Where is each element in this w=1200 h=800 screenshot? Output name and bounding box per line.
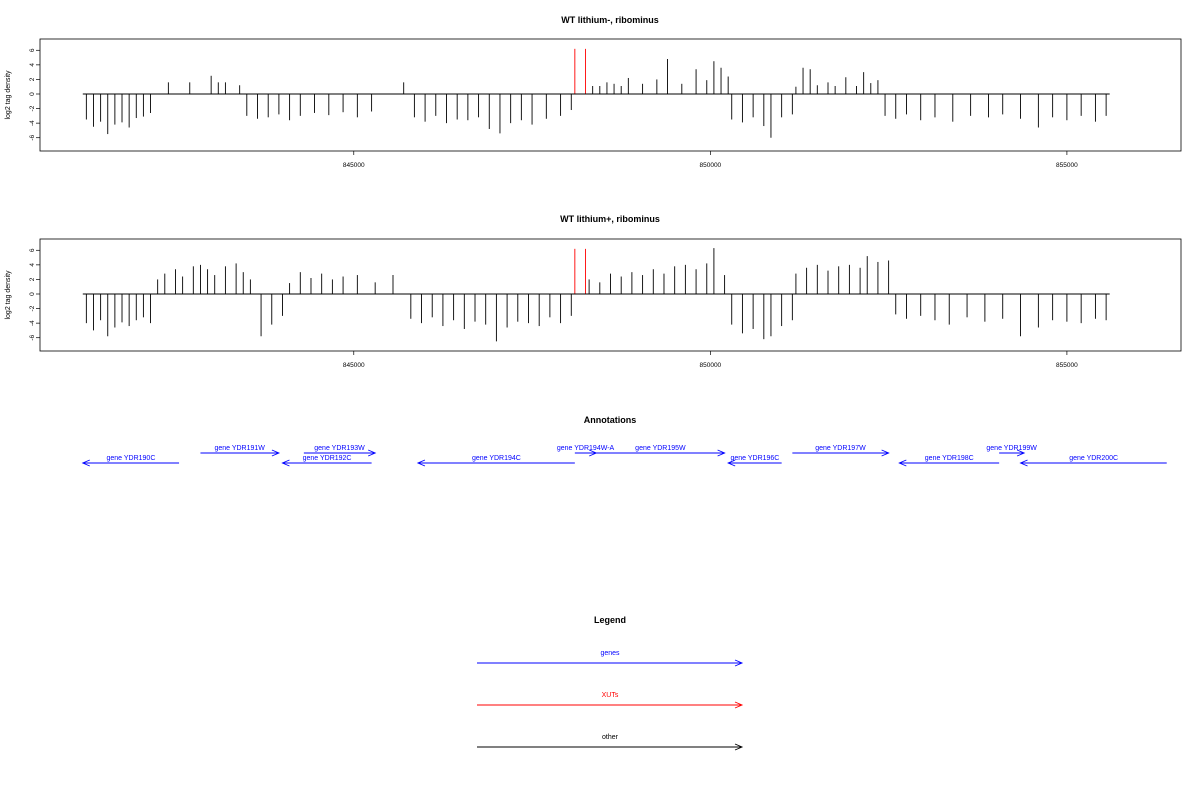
x-tick-label: 850000 xyxy=(699,362,721,369)
legend-label: other xyxy=(602,734,619,741)
plot-frame xyxy=(39,38,1182,152)
legend-item: XUTs xyxy=(477,692,744,709)
gene-label: gene YDR194C xyxy=(472,455,521,462)
gene-label: gene YDR193W xyxy=(314,445,365,452)
gene-arrow-arrowhead xyxy=(898,459,907,467)
legend-title: Legend xyxy=(594,615,626,625)
y-tick-label: -6 xyxy=(29,334,36,340)
gene-annotation: gene YDR200C xyxy=(1019,455,1167,467)
panel-title: WT lithium+, ribominus xyxy=(560,214,660,224)
gene-arrow-arrowhead xyxy=(1019,459,1028,467)
gene-annotation: gene YDR193W xyxy=(303,445,377,457)
y-axis: 6 4 2 0 -2 -4 -6 xyxy=(29,248,40,341)
legend-items: genes XUTs other xyxy=(477,650,744,751)
y-tick-label: -2 xyxy=(29,105,36,111)
y-tick-label: 0 xyxy=(29,92,36,96)
legend: Legend genes XUTs other xyxy=(477,615,744,751)
x-axis: 845000 850000 855000 xyxy=(343,151,1078,169)
y-axis-label: log2 tag density xyxy=(5,270,12,320)
gene-annotation: gene YDR196C xyxy=(727,455,782,467)
gene-label: gene YDR194W-A xyxy=(557,445,615,452)
x-tick-label: 855000 xyxy=(1056,162,1078,169)
gene-arrow-arrowhead xyxy=(881,449,890,457)
y-tick-label: 0 xyxy=(29,292,36,296)
plot-frame xyxy=(39,238,1182,352)
gene-label: gene YDR192C xyxy=(303,455,352,462)
gene-label: gene YDR197W xyxy=(815,445,866,452)
gene-annotation: gene YDR197W xyxy=(792,445,890,457)
gene-annotation: gene YDR195W xyxy=(596,445,726,457)
x-tick-label: 855000 xyxy=(1056,362,1078,369)
gene-arrow-arrowhead xyxy=(717,449,726,457)
x-tick-label: 845000 xyxy=(343,162,365,169)
legend-arrow-arrowhead xyxy=(734,659,744,667)
annotations-title: Annotations xyxy=(584,415,637,425)
gene-label: gene YDR195W xyxy=(635,445,686,452)
y-tick-label: 2 xyxy=(29,277,36,281)
density-bars xyxy=(82,248,1110,342)
gene-arrow-arrowhead xyxy=(271,449,281,457)
y-tick-label: 4 xyxy=(29,63,36,67)
gene-arrow-arrowhead xyxy=(727,459,736,467)
y-axis-label: log2 tag density xyxy=(5,70,12,120)
density-bars xyxy=(82,48,1110,138)
gene-annotation: gene YDR198C xyxy=(898,455,1000,467)
gene-arrow-arrowhead xyxy=(281,459,290,467)
gene-arrow-arrowhead xyxy=(1016,449,1026,457)
gene-arrow-arrowhead xyxy=(416,459,426,467)
legend-label: genes xyxy=(600,650,620,657)
y-tick-label: 6 xyxy=(29,48,36,52)
gene-arrow-arrowhead xyxy=(367,449,377,457)
gene-annotation: gene YDR192C xyxy=(281,455,372,467)
legend-arrow-arrowhead xyxy=(734,701,744,709)
gene-annotation: gene YDR194W-A xyxy=(557,445,615,457)
gene-label: gene YDR198C xyxy=(925,455,974,462)
gene-annotation: gene YDR199W xyxy=(986,445,1037,457)
gene-label: gene YDR191W xyxy=(214,445,265,452)
legend-item: genes xyxy=(477,650,744,667)
gene-annotation: gene YDR190C xyxy=(81,455,180,467)
gene-label: gene YDR200C xyxy=(1069,455,1118,462)
x-axis: 845000 850000 855000 xyxy=(343,351,1078,369)
gene-annotation: gene YDR191W xyxy=(200,445,281,457)
panel-title: WT lithium-, ribominus xyxy=(561,15,659,25)
gene-list: gene YDR190C gene YDR191W gene YDR192C gene… xyxy=(81,445,1167,467)
y-tick-label: 4 xyxy=(29,263,36,267)
gene-label: gene YDR199W xyxy=(986,445,1037,452)
gene-label: gene YDR196C xyxy=(730,455,779,462)
y-axis: 6 4 2 0 -2 -4 -6 xyxy=(29,48,40,141)
legend-arrow-arrowhead xyxy=(734,743,744,751)
y-tick-label: 2 xyxy=(29,77,36,81)
y-tick-label: 6 xyxy=(29,248,36,252)
gene-arrow-arrowhead xyxy=(81,459,90,467)
gene-label: gene YDR190C xyxy=(106,455,155,462)
gene-annotation: gene YDR194C xyxy=(416,455,575,467)
legend-label: XUTs xyxy=(602,692,619,699)
y-tick-label: -6 xyxy=(29,134,36,140)
legend-item: other xyxy=(477,734,744,751)
x-tick-label: 845000 xyxy=(343,362,365,369)
track-panel-lithium-plus: WT lithium+, ribominus log2 tag density … xyxy=(5,214,1182,369)
y-tick-label: -2 xyxy=(29,305,36,311)
track-panel-lithium-minus: WT lithium-, ribominus log2 tag density … xyxy=(5,15,1182,169)
y-tick-label: -4 xyxy=(29,320,36,326)
y-tick-label: -4 xyxy=(29,120,36,126)
x-tick-label: 850000 xyxy=(699,162,721,169)
